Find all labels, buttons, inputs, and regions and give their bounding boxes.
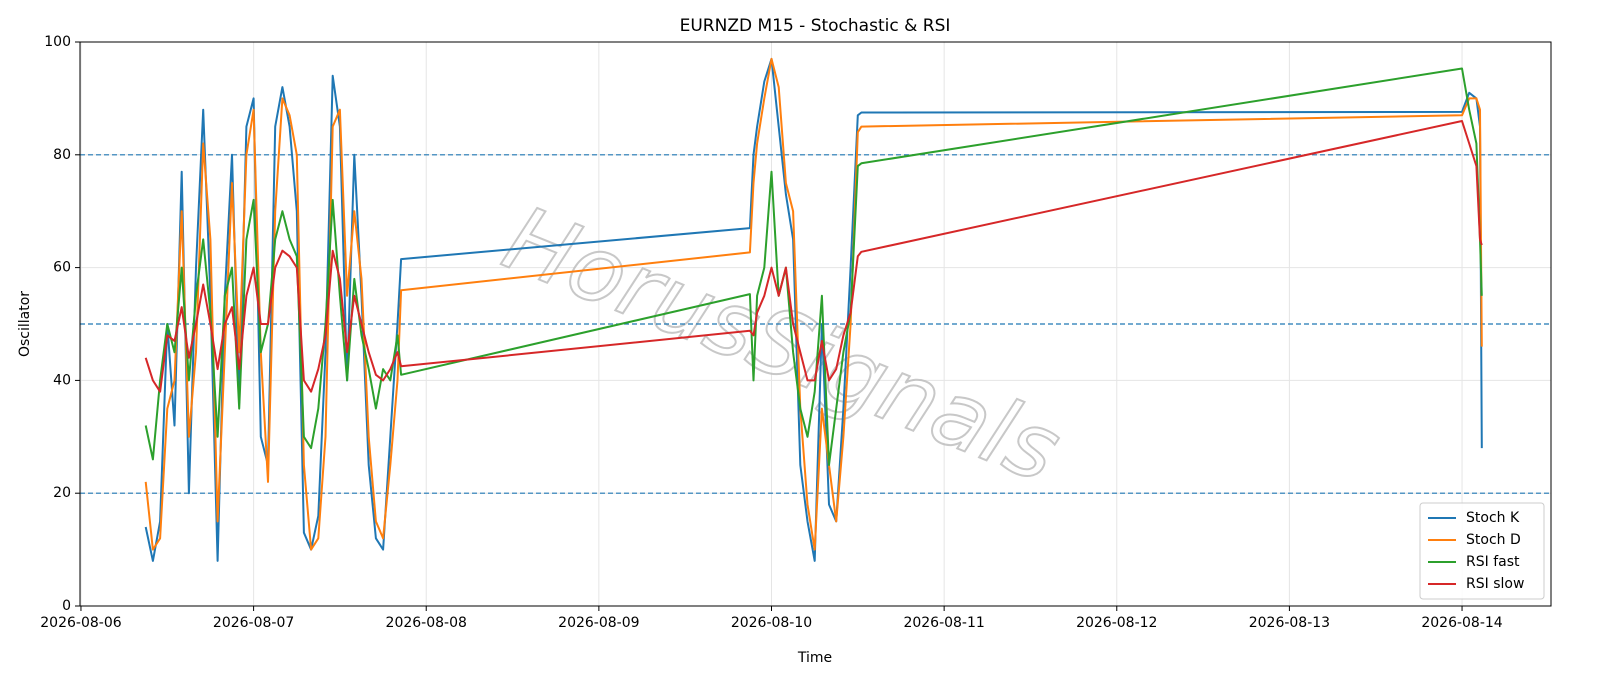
y-tick-label: 100 (44, 34, 71, 50)
series-line (144, 57, 1483, 562)
watermark: HorusSignals (490, 186, 1074, 503)
legend-label: RSI slow (1466, 576, 1524, 592)
x-tick-label: 2026-08-07 (213, 615, 294, 631)
chart-title: EURNZD M15 - Stochastic & RSI (680, 16, 951, 36)
x-tick-label: 2026-08-09 (558, 615, 639, 631)
plot-frame (79, 41, 1552, 607)
x-tick-label: 2026-08-12 (1076, 615, 1157, 631)
legend-label: RSI fast (1466, 554, 1520, 570)
y-tick-label: 40 (53, 372, 71, 388)
series-line (144, 57, 1483, 551)
series-line (144, 120, 1483, 393)
x-tick-label: 2026-08-10 (731, 615, 812, 631)
legend-box (1419, 502, 1545, 600)
x-tick-label: 2026-08-08 (386, 615, 467, 631)
x-tick-label: 2026-08-13 (1249, 615, 1330, 631)
x-tick-label: 2026-08-06 (40, 615, 121, 631)
legend: Stoch K Stoch D RSI fast RSI slow (1419, 502, 1545, 600)
x-axis-label: Time (797, 650, 832, 666)
y-tick-label: 20 (53, 485, 71, 501)
x-tick-label: 2026-08-11 (903, 615, 984, 631)
y-axis-label: Oscillator (17, 291, 33, 357)
x-tick-label: 2026-08-14 (1421, 615, 1502, 631)
y-tick-label: 60 (53, 260, 71, 276)
y-tick-label: 0 (62, 598, 71, 614)
legend-label: Stoch K (1466, 510, 1520, 526)
legend-label: Stoch D (1466, 532, 1521, 548)
y-tick-label: 80 (53, 147, 71, 163)
